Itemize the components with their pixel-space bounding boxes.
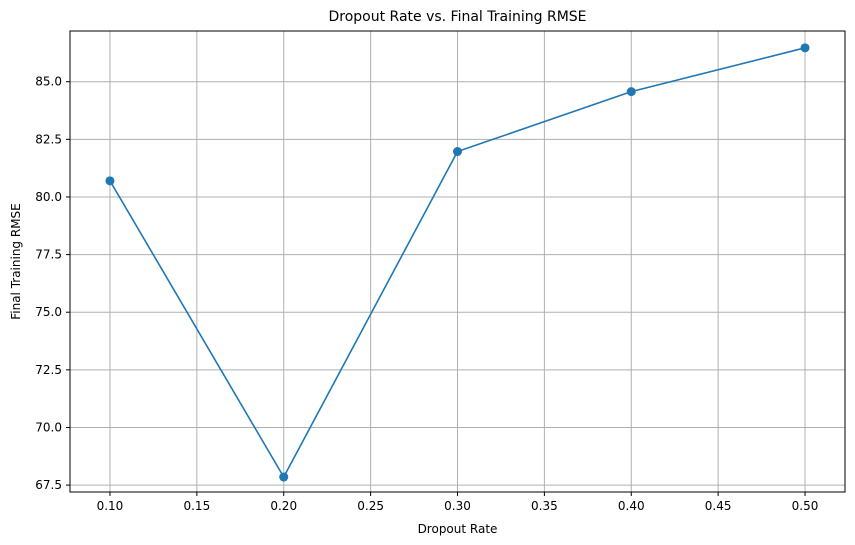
x-axis-label: Dropout Rate	[418, 522, 498, 536]
y-tick-label: 67.5	[35, 478, 62, 492]
marker-layer	[105, 43, 810, 482]
x-tick-label: 0.50	[792, 499, 819, 513]
x-tick-label: 0.40	[618, 499, 645, 513]
y-tick-label: 77.5	[35, 248, 62, 262]
data-point-marker	[105, 176, 115, 186]
data-point-marker	[800, 43, 810, 53]
tick-layer: 0.10 0.15 0.20 0.25 0.30 0.35 0.40 0.45 0.50 67.5…	[35, 75, 818, 513]
data-point-marker	[279, 472, 289, 482]
x-tick-label: 0.20	[270, 499, 297, 513]
y-tick-label: 72.5	[35, 363, 62, 377]
x-tick-label: 0.30	[444, 499, 471, 513]
y-tick-label: 82.5	[35, 132, 62, 146]
y-axis-label: Final Training RMSE	[9, 203, 23, 320]
data-point-marker	[453, 147, 462, 157]
chart-title: Dropout Rate vs. Final Training RMSE	[328, 9, 586, 25]
y-tick-label: 75.0	[35, 305, 62, 319]
y-tick-label: 80.0	[35, 190, 62, 204]
x-tick-label: 0.45	[705, 499, 732, 513]
x-tick-label: 0.15	[183, 499, 210, 513]
data-point-marker	[626, 87, 636, 97]
x-tick-label: 0.10	[97, 499, 124, 513]
x-tick-label: 0.25	[357, 499, 384, 513]
y-tick-label: 70.0	[35, 420, 62, 434]
y-tick-label: 85.0	[35, 75, 62, 89]
x-tick-label: 0.35	[531, 499, 558, 513]
grid-layer	[70, 31, 845, 492]
